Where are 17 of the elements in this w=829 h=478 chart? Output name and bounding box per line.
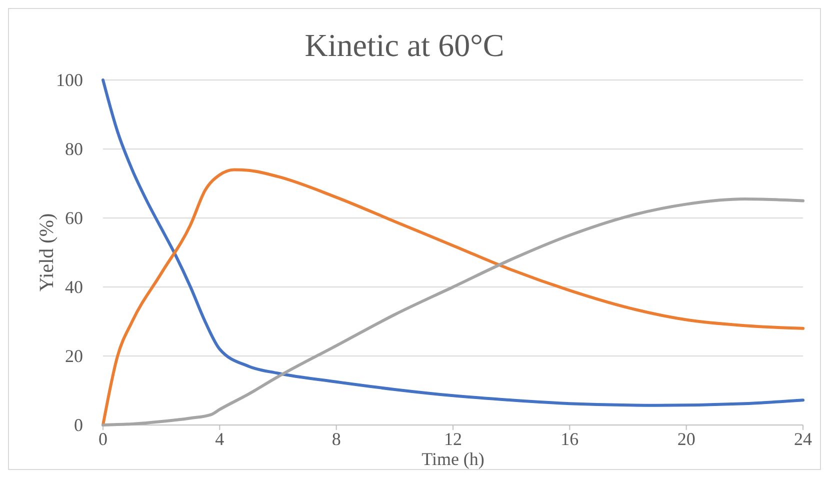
x-tick-label: 8 <box>332 429 341 449</box>
x-tick-label: 0 <box>98 429 108 449</box>
y-tick-label: 100 <box>56 70 83 90</box>
x-tick-label: 4 <box>215 429 224 449</box>
y-tick-label: 0 <box>74 415 83 435</box>
y-tick-label: 60 <box>65 208 83 228</box>
y-tick-label: 20 <box>65 346 83 366</box>
x-tick-label: 20 <box>677 429 696 449</box>
y-tick-label: 40 <box>65 277 83 297</box>
chart-title: Kinetic at 60°C <box>304 27 504 63</box>
line-series <box>102 78 804 407</box>
x-tick-label: 24 <box>794 429 812 449</box>
x-tick-label: 12 <box>444 429 462 449</box>
y-tick-label: 80 <box>65 139 83 159</box>
x-axis-title: Time (h) <box>422 449 484 469</box>
y-axis-title: Yield (%) <box>36 213 58 292</box>
x-tick-label: 16 <box>560 429 579 449</box>
